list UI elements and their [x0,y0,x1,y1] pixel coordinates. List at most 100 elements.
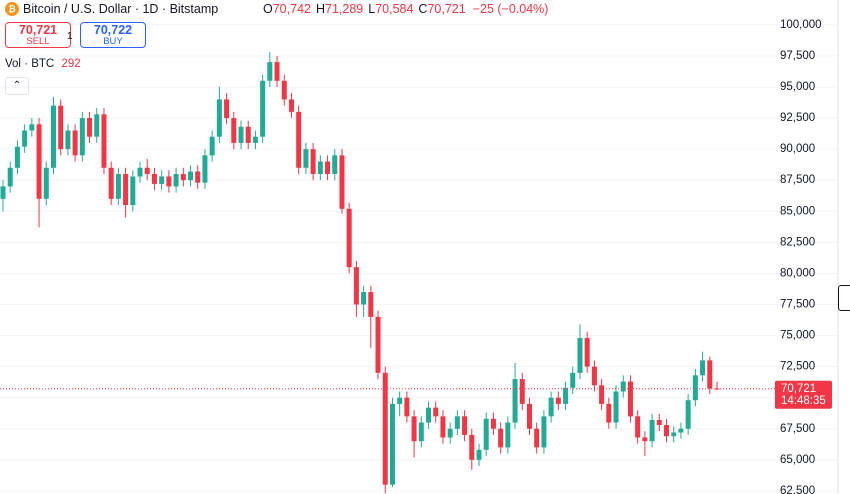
candle-body [447,428,453,438]
candle-body [591,366,597,386]
y-tick-label: 87,500 [780,174,815,186]
countdown: 14:48:35 [781,395,826,407]
candle-body [555,397,561,404]
candle-body [231,118,237,143]
candle-body [166,176,172,187]
y-tick-label: 80,000 [780,267,815,279]
buy-price: 70,722 [93,23,133,37]
y-tick-label: 77,500 [780,299,815,311]
volume-label: Vol · BTC [5,58,55,70]
candle-body [144,167,150,174]
candle-body [577,338,583,373]
candle-body [498,428,504,448]
candle-body [584,338,590,367]
candle-body [101,114,107,168]
candle-body [548,397,554,417]
symbol: Bitcoin / U.S. Dollar · 1D · Bitstamp [23,2,219,16]
candle-body [245,126,251,143]
candle-body [483,418,489,450]
candle-body [209,136,215,156]
candle-body [649,420,655,442]
y-tick-label: 67,500 [780,423,815,435]
candle-body [339,155,345,209]
candle-body [14,146,20,168]
candle-body [368,292,374,317]
candle-body [325,161,331,174]
volume-value: 292 [61,58,81,70]
candle-body [281,80,287,100]
candle-body [180,173,186,181]
candle-body [22,130,28,147]
ohlc: O70,742 H71,289 L70,584 C70,721 −25 (−0.04%) [263,2,548,16]
candle-body [404,397,410,417]
ohlc-value: 71,289 [325,2,364,16]
coin-icon: ₿ [5,2,19,16]
y-tick-label: 65,000 [780,454,815,466]
sell-label: SELL [26,36,50,47]
candle-body [137,167,143,177]
candle-body [151,173,157,184]
candle-body [159,176,165,184]
sell-button[interactable]: 70,721 SELL [5,22,71,48]
candle-body [671,432,677,437]
ohlc-value: 70,584 [375,2,414,16]
candle-body [490,418,496,429]
candle-body [173,173,179,187]
y-tick-label: 95,000 [780,81,815,93]
candle-body [700,360,706,376]
last-price-tag [775,380,832,409]
candle-body [108,167,114,199]
candle-body [353,267,359,305]
candle-body [50,105,56,168]
candle-body [664,425,670,437]
candle-body [541,416,547,448]
candle-body [0,186,6,199]
candle-body [620,381,626,392]
candle-body [202,155,208,183]
candle-body [599,385,605,404]
candle-body [433,407,439,417]
candle-body [123,173,129,206]
ohlc-value: 70,742 [272,2,311,16]
ohlc-key: L [368,2,376,16]
candle-body [534,428,540,448]
candle-body [94,114,100,137]
candle-body [678,428,684,433]
candle-body [224,99,230,119]
candle-body [469,434,475,460]
candle-body [505,422,511,448]
candle-body [361,292,367,305]
candle-body [476,449,482,460]
candle-body [411,416,417,442]
candle-body [79,118,85,156]
candle-body [303,149,309,168]
candle-body [332,155,338,174]
y-tick-label: 75,000 [780,330,815,342]
candle-body [642,437,648,442]
candle-body [252,136,258,143]
buy-button[interactable]: 70,722 BUY [80,22,146,48]
y-tick-label: 85,000 [780,205,815,217]
candle-body [274,62,280,81]
collapse-button[interactable]: ⌃ [5,77,29,95]
side-handle[interactable] [838,285,850,311]
candle-body [685,400,691,429]
candle-body [267,62,273,81]
ohlc-key: H [315,2,325,16]
candle-body [58,105,64,150]
y-tick-label: 97,500 [780,50,815,62]
y-tick-label: 90,000 [780,143,815,155]
ohlc-key: C [418,2,428,16]
candle-body [512,379,518,423]
candle-body [635,416,641,438]
candle-body [375,316,381,373]
candle-body [462,416,468,435]
candle-body [570,372,576,388]
candle-body [296,111,302,168]
candle-body [613,391,619,423]
candle-body [707,360,713,389]
candle-body [440,416,446,438]
candle-body [519,379,525,404]
